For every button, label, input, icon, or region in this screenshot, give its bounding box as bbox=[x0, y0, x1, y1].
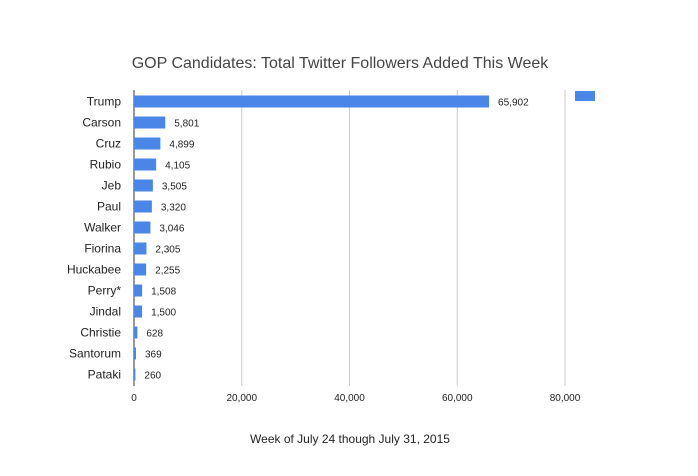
value-label: 4,899 bbox=[169, 140, 194, 151]
category-label: Fiorina bbox=[84, 242, 121, 256]
category-label: Trump bbox=[87, 95, 122, 109]
gridlines bbox=[133, 90, 566, 386]
legend-swatch bbox=[575, 91, 595, 101]
value-label: 369 bbox=[145, 350, 162, 361]
bars bbox=[134, 95, 490, 381]
value-label: 3,505 bbox=[162, 182, 187, 193]
bar bbox=[134, 137, 161, 150]
category-labels: Trump Carson Cruz Rubio Jeb Paul Walker Fiorina… bbox=[67, 95, 121, 382]
category-label: Huckabee bbox=[67, 263, 121, 277]
value-label: 628 bbox=[146, 329, 163, 340]
category-label: Carson bbox=[82, 116, 121, 130]
bar bbox=[134, 368, 136, 381]
bar bbox=[134, 284, 143, 297]
value-label: 1,508 bbox=[151, 287, 176, 298]
category-label: Christie bbox=[80, 326, 121, 340]
x-tick-label: 80,000 bbox=[550, 393, 581, 404]
bar bbox=[134, 179, 153, 192]
x-tick-label: 40,000 bbox=[334, 393, 365, 404]
value-label: 4,105 bbox=[165, 161, 190, 172]
value-label: 260 bbox=[144, 371, 161, 382]
x-axis-ticks: 0 20,000 40,000 60,000 80,000 bbox=[131, 393, 581, 404]
x-tick-label: 0 bbox=[131, 393, 137, 404]
category-label: Perry* bbox=[88, 284, 122, 298]
bar bbox=[134, 116, 166, 129]
category-label: Cruz bbox=[96, 137, 121, 151]
x-tick-label: 20,000 bbox=[226, 393, 257, 404]
category-label: Walker bbox=[84, 221, 121, 235]
bar bbox=[134, 95, 490, 108]
bar bbox=[134, 200, 152, 213]
x-axis-label: Week of July 24 though July 31, 2015 bbox=[250, 432, 450, 446]
bar bbox=[134, 221, 151, 234]
bar bbox=[134, 158, 157, 171]
bar bbox=[134, 242, 147, 255]
category-label: Santorum bbox=[69, 347, 121, 361]
category-label: Rubio bbox=[90, 158, 122, 172]
value-label: 2,255 bbox=[155, 266, 180, 277]
value-label: 5,801 bbox=[174, 119, 199, 130]
value-labels: 65,902 5,801 4,899 4,105 3,505 3,320 3,046 2,30… bbox=[144, 98, 529, 382]
category-label: Paul bbox=[97, 200, 121, 214]
value-label: 2,305 bbox=[155, 245, 180, 256]
x-tick-label: 60,000 bbox=[442, 393, 473, 404]
category-label: Pataki bbox=[88, 368, 121, 382]
value-label: 1,500 bbox=[151, 308, 176, 319]
category-label: Jeb bbox=[102, 179, 122, 193]
bar bbox=[134, 326, 138, 339]
legend bbox=[575, 91, 595, 101]
value-label: 65,902 bbox=[498, 98, 529, 109]
chart-title: GOP Candidates: Total Twitter Followers … bbox=[132, 55, 550, 72]
value-label: 3,320 bbox=[161, 203, 186, 214]
bar bbox=[134, 347, 136, 360]
category-label: Jindal bbox=[90, 305, 121, 319]
bar bbox=[134, 305, 143, 318]
bar bbox=[134, 263, 147, 276]
value-label: 3,046 bbox=[159, 224, 184, 235]
